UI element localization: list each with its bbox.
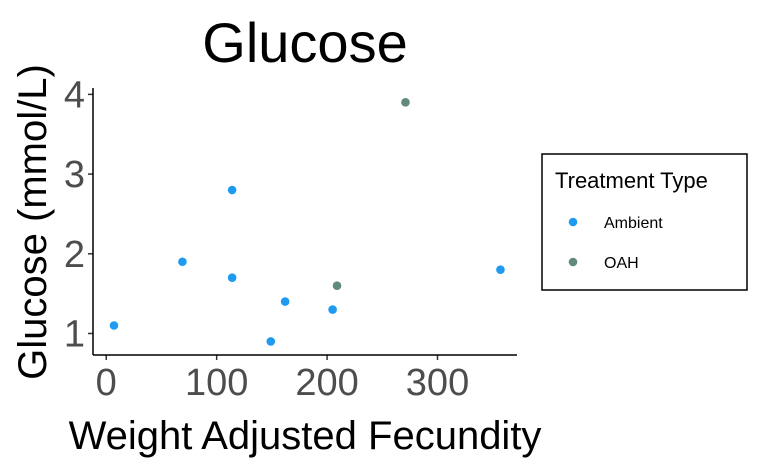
- data-point: [227, 273, 237, 282]
- y-tick-label: 2: [64, 234, 85, 276]
- legend-box: [541, 153, 748, 291]
- legend: Treatment Type Ambient OAH: [541, 153, 748, 291]
- legend-key: [568, 217, 578, 227]
- legend-title: Treatment Type: [555, 168, 708, 193]
- x-tick-label: 200: [295, 362, 358, 404]
- data-points: [109, 98, 505, 346]
- y-tick-label: 4: [64, 74, 85, 116]
- data-point: [332, 281, 342, 290]
- legend-key: [568, 257, 578, 267]
- x-tick-label: 0: [96, 362, 117, 404]
- data-point: [280, 297, 290, 306]
- y-tick-label: 1: [64, 313, 85, 355]
- data-point: [109, 321, 119, 330]
- x-axis-title: Weight Adjusted Fecundity: [69, 414, 542, 458]
- data-point: [227, 185, 237, 195]
- data-point: [178, 257, 187, 267]
- x-tick-label: 300: [406, 362, 469, 404]
- data-point: [328, 305, 337, 314]
- legend-label: OAH: [604, 255, 639, 272]
- y-axis-ticks: 1 2 3 4: [64, 74, 93, 355]
- x-tick-label: 100: [185, 362, 248, 404]
- data-point: [401, 98, 410, 107]
- y-axis-title: Glucose (mmol/L): [11, 64, 55, 380]
- legend-items: Ambient OAH: [568, 215, 663, 272]
- chart-title: Glucose: [202, 11, 407, 74]
- legend-label: Ambient: [604, 215, 663, 232]
- data-point: [266, 337, 276, 346]
- x-axis-ticks: 0 100 200 300: [96, 355, 469, 404]
- y-tick-label: 3: [64, 154, 85, 196]
- data-point: [496, 265, 505, 275]
